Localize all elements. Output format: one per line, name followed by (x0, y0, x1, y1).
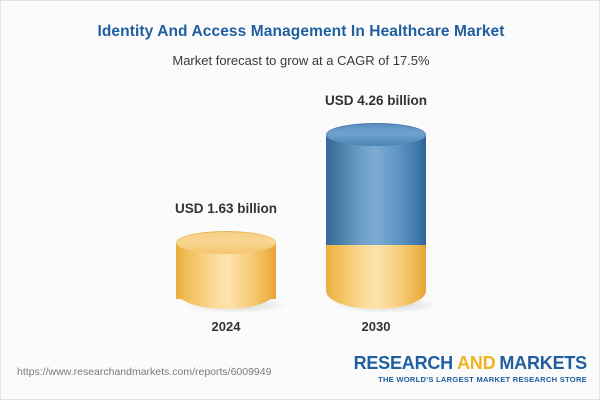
bar-segment-base-2030 (326, 245, 426, 289)
footer: https://www.researchandmarkets.com/repor… (1, 344, 599, 399)
bar-cylinder-2024[interactable] (176, 231, 288, 313)
page-title: Identity And Access Management In Health… (97, 23, 505, 40)
logo-tagline: THE WORLD'S LARGEST MARKET RESEARCH STOR… (378, 374, 587, 384)
category-label-2024: 2024 (211, 319, 241, 334)
chart-plot-area: USD 1.63 billion 2024 USD 4.26 billion (1, 1, 599, 346)
bar-bottom-cap-2024 (176, 289, 276, 309)
value-label-2024: USD 1.63 billion (174, 201, 278, 216)
source-url-link[interactable]: https://www.researchandmarkets.com/repor… (17, 366, 272, 378)
bar-segment-growth-2030 (326, 134, 426, 245)
chart-subtitle: Market forecast to grow at a CAGR of 17.… (172, 53, 430, 68)
value-label-2030: USD 4.26 billion (324, 93, 428, 108)
bar-cylinder-2030[interactable] (326, 123, 438, 313)
research-and-markets-logo[interactable]: RESEARCH AND MARKETS THE WORLD'S LARGEST M… (353, 353, 588, 384)
category-label-2030: 2030 (361, 319, 391, 334)
logo-word-and: AND (456, 353, 496, 373)
bar-top-cap-2030 (326, 123, 426, 146)
logo-wordmark: RESEARCH AND MARKETS (353, 353, 588, 373)
bar-group-2024: USD 1.63 billion 2024 (1, 1, 599, 346)
logo-word-markets: MARKETS (499, 353, 587, 373)
bar-segment-divider-2030 (326, 236, 426, 254)
bar-group-2030: USD 4.26 billion 2030 (1, 1, 599, 346)
logo-word-research: RESEARCH (353, 353, 454, 373)
bar-top-cap-2024 (176, 231, 276, 254)
bar-bottom-cap-2030 (326, 289, 426, 309)
